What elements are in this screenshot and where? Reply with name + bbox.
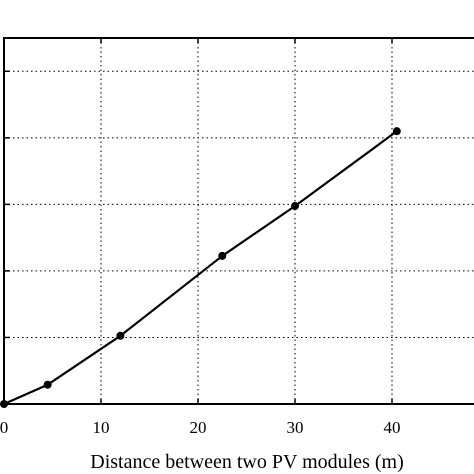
series-layer [0, 127, 401, 408]
series-line [3, 130, 398, 406]
x-tick-label: 40 [384, 418, 401, 437]
x-tick-label: 20 [190, 418, 207, 437]
grid [4, 38, 474, 404]
data-point [291, 202, 299, 211]
data-point [0, 400, 8, 408]
data-point [218, 251, 227, 260]
data-point [43, 380, 52, 389]
x-axis-label: Distance between two PV modules (m) [90, 451, 403, 473]
data-point [392, 127, 401, 136]
x-tick-label: 30 [287, 418, 304, 437]
x-tick-label: 10 [93, 418, 110, 437]
axes [3, 37, 474, 405]
data-point [116, 331, 125, 340]
x-tick-label: 0 [0, 418, 8, 437]
plot-frame [3, 37, 474, 405]
x-axis-ticks: 0 10 20 30 40 [0, 38, 401, 437]
